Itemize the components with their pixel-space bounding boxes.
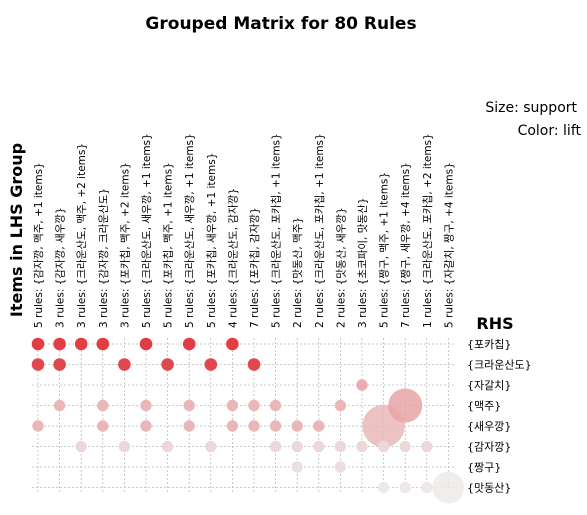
lhs-group-label: 2 rules: {크라운산도, 포카칩, +1 items}: [314, 133, 326, 328]
point-marker: [53, 358, 66, 371]
point-marker: [313, 440, 325, 453]
lhs-group-label: 7 rules: {짱구, 새우깡, +4 items}: [400, 162, 412, 328]
points-layer: [31, 337, 465, 504]
lhs-group-label: 4 rules: {크라운산도, 감자깡}: [227, 188, 239, 328]
rhs-item-label: {포카칩}: [467, 338, 511, 351]
point-marker: [269, 440, 282, 453]
rhs-label: RHS: [476, 314, 513, 333]
point-marker: [399, 440, 411, 453]
point-marker: [356, 379, 368, 391]
point-marker: [139, 337, 153, 351]
point-marker: [161, 358, 174, 371]
point-marker: [182, 337, 196, 351]
point-marker: [399, 481, 411, 494]
lhs-group-label: 7 rules: {포카칩, 감자깡}: [249, 207, 261, 328]
point-marker: [226, 399, 239, 412]
point-marker: [388, 388, 423, 423]
point-marker: [205, 440, 217, 453]
point-marker: [118, 358, 131, 371]
lhs-group-label: 5 rules: {감자깡, 맥주, +1 items}: [33, 162, 45, 328]
point-marker: [53, 337, 66, 351]
point-marker: [74, 337, 88, 351]
point-marker: [226, 420, 239, 432]
point-marker: [377, 481, 390, 494]
point-marker: [377, 440, 390, 453]
lhs-group-label: 5 rules: {자갈치, 짱구, +4 items}: [442, 162, 455, 328]
point-marker: [432, 471, 465, 504]
chart-title: Grouped Matrix for 80 Rules: [145, 14, 416, 34]
lhs-group-label: 2 rules: {맛동산, 새우깡}: [335, 207, 347, 328]
lhs-group-label: 5 rules: {포카칩, 맥주, +1 items}: [163, 162, 175, 328]
rhs-item-label: {맥주}: [467, 400, 501, 413]
lhs-group-labels: 5 rules: {감자깡, 맥주, +1 items} 3 rules: {감자…: [33, 133, 455, 328]
point-marker: [97, 399, 109, 412]
lhs-group-label: 3 rules: {초코파이, 맛동산}: [357, 198, 369, 328]
lhs-group-label: 5 rules: {크라운산도, 새우깡, +1 items}: [141, 133, 153, 328]
point-marker: [247, 358, 261, 371]
point-marker: [97, 420, 109, 432]
point-marker: [96, 337, 110, 351]
point-marker: [334, 399, 347, 412]
point-marker: [248, 399, 260, 412]
rhs-item-label: {새우깡}: [467, 420, 511, 433]
lhs-group-label: 5 rules: {짱구, 맥주, +1 items}: [379, 172, 391, 328]
rhs-item-label: {감자깡}: [467, 441, 511, 454]
lhs-group-label: 5 rules: {포카칩, 새우깡, +1 items}: [206, 153, 218, 328]
rhs-item-labels: {포카칩} {크라운산도} {자갈치} {맥주} {새우깡} {감자깡} {짱구} {맛동산}: [467, 338, 532, 495]
point-marker: [291, 440, 303, 453]
point-marker: [53, 399, 66, 412]
lhs-group-label: 2 rules: {맛동산, 맥주}: [292, 217, 304, 328]
point-marker: [31, 358, 45, 371]
lhs-group-label: 1 rules: {크라운산도, 포카칩, +2 items}: [422, 133, 434, 328]
lhs-group-label: 5 rules: {크라운산도, 포카칩, +1 items}: [271, 133, 283, 328]
point-marker: [31, 337, 45, 351]
point-marker: [75, 440, 87, 453]
lhs-group-label: 3 rules: {감자깡, 크라운산도}: [98, 188, 110, 328]
point-marker: [248, 420, 260, 432]
rhs-item-label: {자갈치}: [467, 378, 511, 392]
point-marker: [356, 440, 368, 453]
point-marker: [183, 399, 195, 412]
point-marker: [334, 461, 347, 473]
point-marker: [291, 420, 303, 432]
point-marker: [140, 399, 152, 412]
point-marker: [226, 337, 239, 351]
point-marker: [118, 440, 131, 453]
legend-color-label: Color: lift: [518, 123, 582, 139]
rhs-item-label: {크라운산도}: [467, 359, 532, 372]
point-marker: [421, 440, 433, 453]
point-marker: [291, 461, 303, 473]
point-marker: [334, 440, 347, 453]
point-marker: [183, 420, 195, 432]
point-marker: [140, 420, 152, 432]
point-marker: [421, 481, 433, 494]
rhs-item-label: {맛동산}: [467, 482, 511, 495]
rhs-item-label: {짱구}: [467, 461, 501, 474]
y-axis-label: Items in LHS Group: [7, 143, 26, 317]
legend-size-label: Size: support: [485, 100, 577, 116]
lhs-group-label: 3 rules: {포카칩, 맥주, +2 items}: [119, 162, 131, 328]
point-marker: [32, 420, 44, 432]
point-marker: [313, 420, 325, 432]
point-marker: [204, 358, 218, 371]
point-marker: [269, 399, 282, 412]
point-marker: [161, 440, 174, 453]
lhs-group-label: 3 rules: {감자깡, 새우깡}: [55, 207, 67, 328]
lhs-group-label: 5 rules: {크라운산도, 새우깡, +1 items}: [184, 133, 196, 328]
lhs-group-label: 3 rules: {크라운산도, 맥주, +2 items}: [76, 143, 88, 328]
point-marker: [269, 420, 282, 432]
